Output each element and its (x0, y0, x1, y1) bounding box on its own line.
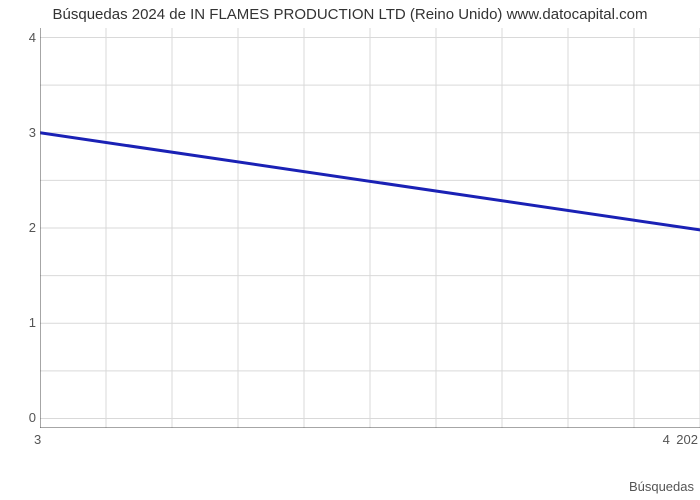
chart-svg (40, 28, 700, 428)
chart-container: Búsquedas 2024 de IN FLAMES PRODUCTION L… (0, 0, 700, 500)
y-tick: 1 (6, 315, 36, 330)
x-tick-cropped: 202 (676, 432, 698, 447)
y-tick: 4 (6, 30, 36, 45)
y-tick: 3 (6, 125, 36, 140)
y-tick: 2 (6, 220, 36, 235)
plot-area (40, 28, 700, 468)
x-tick: 4 (663, 432, 670, 447)
y-tick: 0 (6, 410, 36, 425)
chart-title: Búsquedas 2024 de IN FLAMES PRODUCTION L… (0, 0, 700, 27)
x-tick: 3 (34, 432, 41, 447)
legend-label: Búsquedas (629, 479, 694, 494)
